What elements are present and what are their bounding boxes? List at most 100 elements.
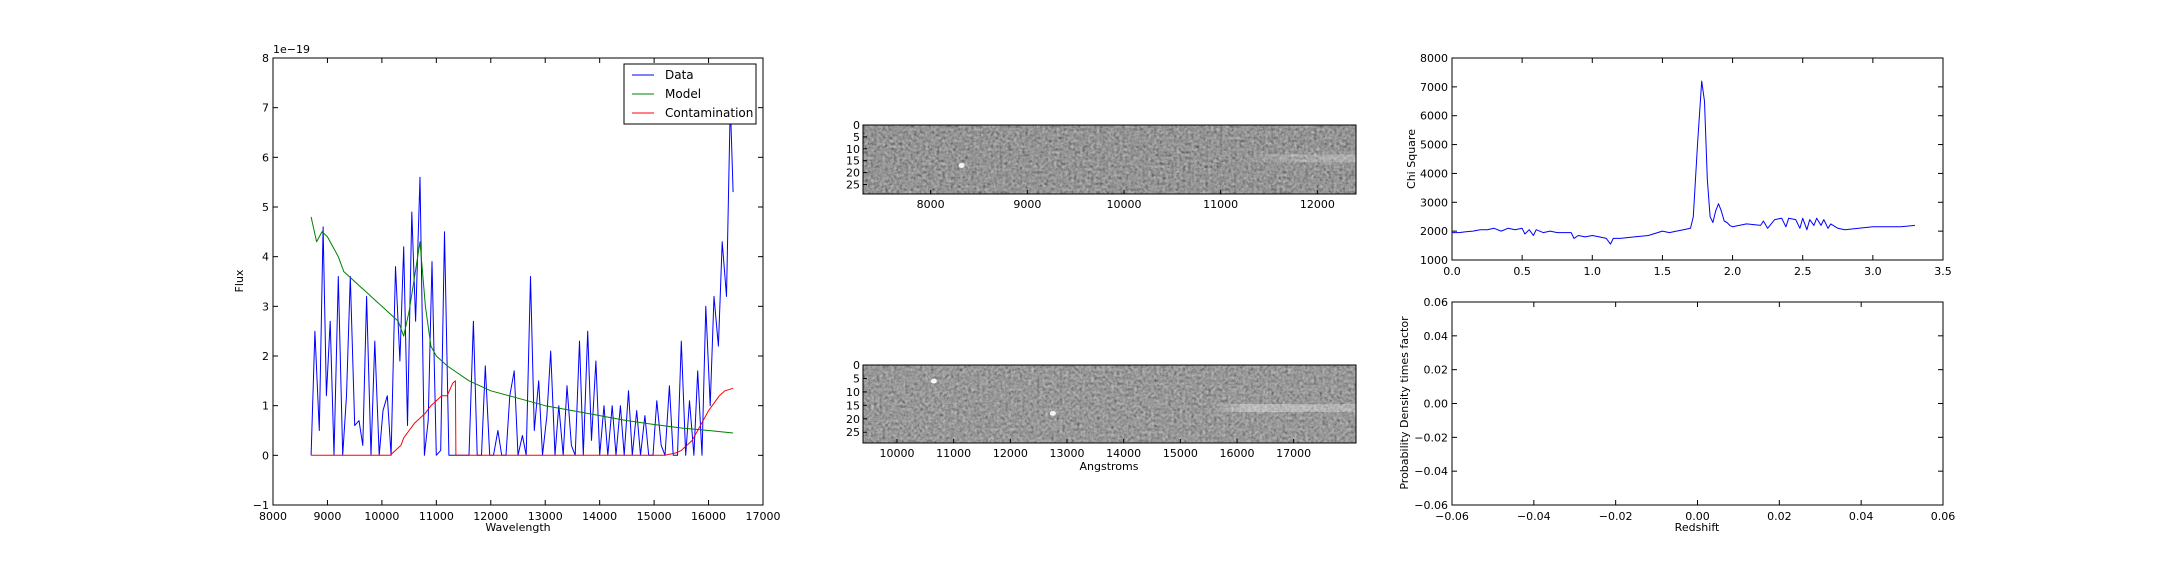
x-tick-label: 8000 [917,198,945,211]
series-line-0 [1452,80,1915,245]
x-tick-label: 3.0 [1864,265,1882,278]
y-tick-label: 7000 [1420,81,1448,94]
pdf-panel: −0.06 −0.04 −0.02 0.00 0.02 0.04 0.06 −0.06 −0.0… [1398,296,1955,534]
chi-plot-area [1452,58,1943,260]
legend-label-contamination: Contamination [665,106,753,120]
y-tick-label: 10 [846,143,860,156]
y-tick-label: 4000 [1420,167,1448,180]
y-tick-label: 4 [262,251,269,264]
series-line-model [310,216,734,434]
y-tick-label: 0 [853,119,860,132]
x-tick-label: 17000 [746,510,781,523]
x-tick-label: −0.04 [1517,510,1551,523]
x-tick-label: 12000 [473,510,508,523]
x-tick-label: 10000 [1107,198,1142,211]
spectral-trace [1208,404,1356,413]
bright-spot [958,162,965,168]
x-tick-label: 0.00 [1685,510,1710,523]
x-tick-label: 14000 [1106,447,1141,460]
spectrum-plot-area [273,58,763,505]
x-tick-label: 15000 [637,510,672,523]
chi-square-panel: 0.0 0.5 1.0 1.5 2.0 2.5 3.0 3.5 1000 2000 3000 4000… [1405,52,1952,278]
y-tick-label: −0.02 [1414,431,1448,444]
x-tick-label: 10000 [364,510,399,523]
y-tick-label: 0.04 [1424,330,1449,343]
x-tick-label: 0.06 [1931,510,1956,523]
spectrum-offset-text: 1e−19 [273,43,310,56]
image-top-pixels [863,125,1356,194]
x-tick-label: 12000 [1300,198,1335,211]
x-tick-label: 13000 [528,510,563,523]
y-tick-label: 2000 [1420,225,1448,238]
x-tick-label: 15000 [1163,447,1198,460]
y-tick-label: 25 [846,426,860,439]
x-tick-label: 11000 [419,510,454,523]
x-tick-label: 11000 [1203,198,1238,211]
x-tick-label: 9000 [1013,198,1041,211]
image-bottom-features [930,378,1356,416]
y-tick-label: 20 [846,167,860,180]
x-tick-label: 0.04 [1849,510,1874,523]
y-tick-label: 5000 [1420,139,1448,152]
image-top-frame [862,124,1357,195]
spectrum-frame [272,57,764,506]
y-tick-label: 5 [853,372,860,385]
x-tick-label: 16000 [1220,447,1255,460]
y-tick-label: 25 [846,178,860,191]
y-tick-label: 8000 [1420,52,1448,65]
image-bottom-noise [863,365,1356,443]
y-tick-label: 10 [846,386,860,399]
spectrum-ticks: 8000 9000 10000 11000 12000 13000 14000 15000 16… [253,52,781,523]
chi-series [1452,80,1915,245]
y-tick-label: 1000 [1420,254,1448,267]
legend-label-model: Model [665,87,701,101]
x-tick-label: 0.5 [1513,265,1531,278]
image-bottom-pixels [863,365,1356,443]
y-tick-label: 5 [262,201,269,214]
bright-spot [930,378,937,384]
spectrum-series [310,102,734,456]
x-tick-label: 0.0 [1443,265,1461,278]
x-tick-label: 16000 [691,510,726,523]
x-tick-label: −0.02 [1599,510,1633,523]
pdf-ticks: −0.06 −0.04 −0.02 0.00 0.02 0.04 0.06 −0.06 −0.0… [1414,296,1955,523]
x-tick-label: 12000 [993,447,1028,460]
legend-label-data: Data [665,68,694,82]
x-tick-label: 9000 [313,510,341,523]
y-tick-label: −0.06 [1414,499,1448,512]
y-tick-label: 3 [262,300,269,313]
y-tick-label: 0.02 [1424,364,1449,377]
x-tick-label: 2.0 [1724,265,1742,278]
x-tick-label: 1.0 [1584,265,1602,278]
series-line-data [310,102,734,456]
y-tick-label: 0 [853,359,860,372]
y-tick-label: 1 [262,400,269,413]
image-bottom-frame [862,364,1357,444]
chi-frame [1451,57,1944,261]
image-bottom-ticks: 10000 11000 12000 13000 14000 15000 16000 17000… [846,359,1311,460]
chi-ylabel: Chi Square [1405,129,1418,189]
x-tick-label: 13000 [1050,447,1085,460]
x-tick-label: 11000 [936,447,971,460]
image-bottom-xlabel: Angstroms [1080,460,1139,473]
y-tick-label: 8 [262,52,269,65]
y-tick-label: 6 [262,151,269,164]
y-tick-label: 7 [262,102,269,115]
y-tick-label: 3000 [1420,196,1448,209]
x-tick-label: 8000 [259,510,287,523]
y-tick-label: −0.04 [1414,465,1448,478]
y-tick-label: 15 [846,399,860,412]
bright-spot [1049,410,1056,416]
spectrum-ylabel: Flux [233,269,246,292]
spectral-trace [1240,154,1356,163]
image-top-features [958,154,1356,168]
pdf-ylabel: Probability Density times factor [1398,316,1411,490]
y-tick-label: 5 [853,131,860,144]
spectrum-xlabel: Wavelength [485,521,550,534]
series-line-contamination [311,380,734,456]
x-tick-label: 1.5 [1654,265,1672,278]
y-tick-label: 0.00 [1424,398,1449,411]
